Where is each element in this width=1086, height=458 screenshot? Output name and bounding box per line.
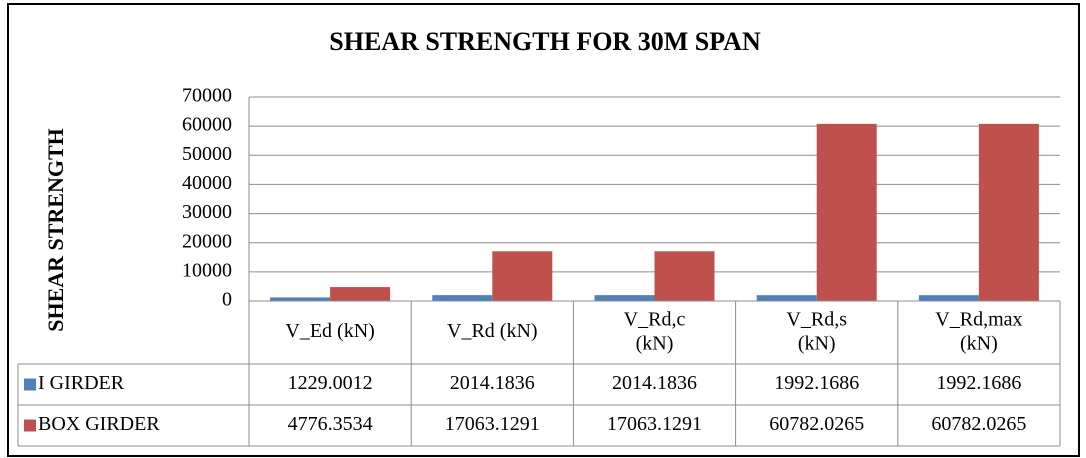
table-value: 17063.1291 (445, 413, 540, 435)
x-tick-label: V_Rd,s (kN) (786, 308, 847, 354)
legend-label: I GIRDER (38, 372, 125, 394)
table-value: 2014.1836 (450, 372, 535, 394)
x-tick-label: V_Ed (kN) (285, 320, 374, 342)
y-axis-label: SHEAR STRENGTH (43, 128, 68, 332)
y-tick-label: 30000 (182, 201, 232, 223)
bar (978, 123, 1039, 302)
x-tick-label: V_Rd,max (kN) (935, 308, 1022, 354)
legend-key (24, 419, 36, 432)
table-value: 1992.1686 (936, 372, 1021, 394)
legend-label: BOX GIRDER (38, 413, 160, 435)
table-value: 4776.3534 (288, 413, 373, 435)
table-value: 17063.1291 (607, 413, 702, 435)
bar (432, 295, 493, 301)
y-tick-label: 0 (222, 289, 232, 311)
y-tick-label: 70000 (182, 85, 232, 107)
table-value: 1229.0012 (288, 372, 373, 394)
bar (918, 295, 979, 301)
legend-key (24, 378, 36, 391)
table-value: 1992.1686 (774, 372, 859, 394)
x-tick-label: V_Rd (kN) (447, 320, 538, 342)
y-tick-label: 50000 (182, 143, 232, 165)
y-tick-label: 60000 (182, 114, 232, 136)
bar (756, 295, 817, 301)
y-tick-label: 40000 (182, 172, 232, 194)
table-value: 2014.1836 (612, 372, 697, 394)
bar (270, 297, 331, 301)
x-tick-label: V_Rd,c (kN) (624, 308, 686, 354)
chart-title: SHEAR STRENGTH FOR 30M SPAN (329, 27, 761, 56)
bar (654, 251, 715, 301)
y-tick-label: 10000 (182, 259, 232, 281)
table-value: 60782.0265 (769, 413, 864, 435)
bar (492, 251, 553, 301)
table-value: 60782.0265 (931, 413, 1026, 435)
y-tick-label: 20000 (182, 230, 232, 252)
bar (816, 123, 877, 302)
bar (330, 287, 391, 301)
bar (594, 295, 655, 301)
chart-border (7, 3, 1080, 457)
